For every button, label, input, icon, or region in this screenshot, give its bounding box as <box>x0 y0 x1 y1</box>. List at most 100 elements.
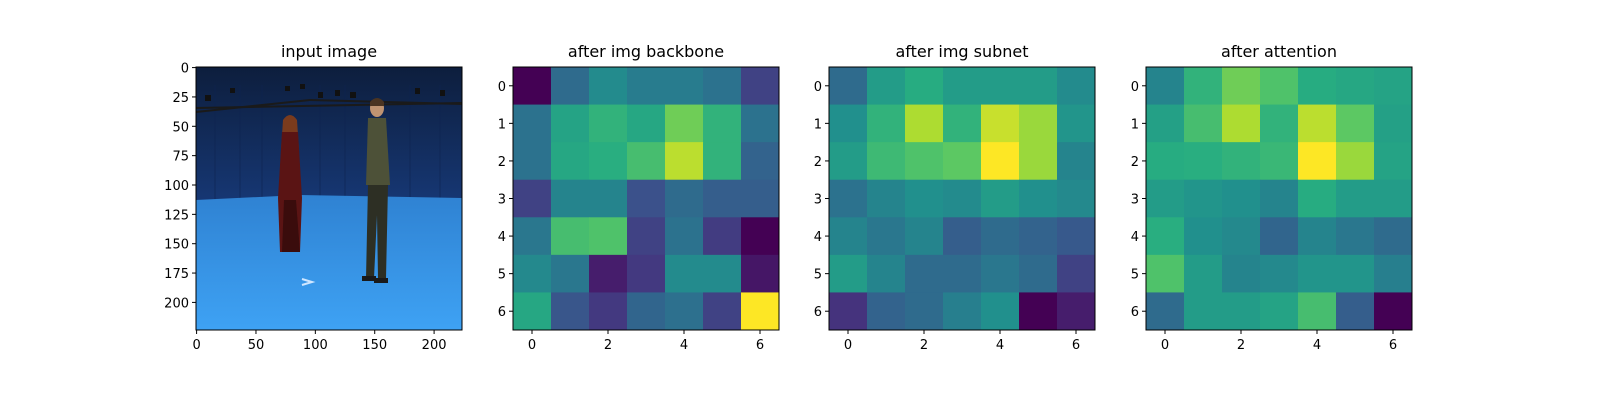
heatmap-cell <box>1222 179 1261 218</box>
tick-label: 4 <box>680 338 688 353</box>
heatmap-cell <box>1057 217 1096 256</box>
heatmap-cell <box>1374 104 1413 143</box>
tick-label: 6 <box>756 338 764 353</box>
heatmap-cell <box>943 292 982 331</box>
heatmap-cell <box>1146 292 1185 331</box>
heatmap-cell <box>981 67 1020 106</box>
tick-label: 6 <box>1072 338 1080 353</box>
heatmap-cell <box>703 254 742 293</box>
heatmap-cell <box>703 104 742 143</box>
heatmap-cell <box>1146 217 1185 256</box>
tick-label: 175 <box>164 267 189 282</box>
panel-after-img-backbone: after img backbone 0 2 4 6 0 1 2 3 4 5 6 <box>498 42 780 353</box>
tick-label: 5 <box>498 268 506 283</box>
heatmap-cell <box>741 179 780 218</box>
heatmap-cell <box>703 67 742 106</box>
tick-label: 0 <box>181 62 189 77</box>
heatmap-cell <box>1374 217 1413 256</box>
tick-label: 1 <box>498 117 506 132</box>
tick-label: 5 <box>1131 268 1139 283</box>
heatmap-cell <box>513 254 552 293</box>
heatmap-cell <box>1374 179 1413 218</box>
heatmap-cell <box>1019 254 1058 293</box>
heatmap-cell <box>1019 104 1058 143</box>
person-right <box>362 98 390 283</box>
heatmap-cell <box>1298 292 1337 331</box>
heatmap-cell <box>981 254 1020 293</box>
heatmap-cell <box>867 254 906 293</box>
heatmap-cell <box>1146 104 1185 143</box>
heatmap-cell <box>665 67 704 106</box>
heatmap-cell <box>1260 254 1299 293</box>
heatmap-cell <box>551 217 590 256</box>
heatmap-cell <box>1298 142 1337 181</box>
heatmap-cell <box>551 254 590 293</box>
heatmap-cell <box>1019 142 1058 181</box>
heatmap-cell <box>943 104 982 143</box>
heatmap-cell <box>1057 179 1096 218</box>
heatmap-cell <box>1336 254 1375 293</box>
heatmap-cell <box>551 179 590 218</box>
tick-label: 0 <box>192 338 200 353</box>
heatmap-cell <box>551 142 590 181</box>
heatmap-cell <box>627 254 666 293</box>
tick-label: 125 <box>164 208 189 223</box>
heatmap-cell <box>589 67 628 106</box>
heatmap-cell <box>665 254 704 293</box>
tick-label: 6 <box>1389 338 1397 353</box>
heatmap-cell <box>1057 254 1096 293</box>
heatmap-cell <box>1260 179 1299 218</box>
tick-label: 50 <box>248 338 265 353</box>
heatmap-cell <box>665 179 704 218</box>
heatmap-cell <box>1019 292 1058 331</box>
tick-label: 100 <box>164 179 189 194</box>
heatmap-cell <box>513 104 552 143</box>
heatmap-cell <box>981 104 1020 143</box>
heatmap-cell <box>741 254 780 293</box>
heatmap-cell <box>1222 292 1261 331</box>
tick-label: 150 <box>164 238 189 253</box>
heatmap-cell <box>1019 179 1058 218</box>
heatmap-cell <box>665 292 704 331</box>
heatmap-cell <box>905 142 944 181</box>
heatmap-cell <box>943 179 982 218</box>
heatmap-cell <box>1146 254 1185 293</box>
tick-label: 1 <box>1131 117 1139 132</box>
tick-label: 2 <box>920 338 928 353</box>
panel-title: after img backbone <box>568 42 724 61</box>
tick-label: 25 <box>172 91 189 106</box>
heatmap-cell <box>589 217 628 256</box>
heatmap-cell <box>703 217 742 256</box>
tick-label: 200 <box>164 296 189 311</box>
heatmap-cell <box>627 142 666 181</box>
heatmap-cell <box>1374 142 1413 181</box>
panel-after-img-subnet: after img subnet 0 2 4 6 0 1 2 3 4 5 6 <box>814 42 1096 353</box>
heatmap-cell <box>1298 67 1337 106</box>
heatmap-cell <box>1019 217 1058 256</box>
heatmap-cell <box>981 179 1020 218</box>
heatmap-cell <box>1184 67 1223 106</box>
heatmap-cell <box>905 67 944 106</box>
tick-label: 2 <box>1237 338 1245 353</box>
heatmap-cell <box>589 292 628 331</box>
heatmap-cell <box>665 142 704 181</box>
heatmap-cell <box>627 104 666 143</box>
heatmap-cell <box>589 142 628 181</box>
heatmap-cell <box>741 67 780 106</box>
heatmap-cell <box>513 179 552 218</box>
heatmap-cell <box>1298 254 1337 293</box>
heatmap-cell <box>1336 292 1375 331</box>
heatmap-cell <box>1336 179 1375 218</box>
tick-label: 4 <box>1313 338 1321 353</box>
heatmap-cell <box>867 67 906 106</box>
tick-label: 4 <box>498 230 506 245</box>
heatmap-cell <box>867 217 906 256</box>
heatmap-cell <box>1184 179 1223 218</box>
heatmap-cell <box>627 179 666 218</box>
heatmap-cell <box>943 217 982 256</box>
tick-label: 3 <box>1131 193 1139 208</box>
tick-label: 2 <box>498 155 506 170</box>
panel-input-image: input image <box>164 42 463 353</box>
heatmap-cell <box>905 254 944 293</box>
